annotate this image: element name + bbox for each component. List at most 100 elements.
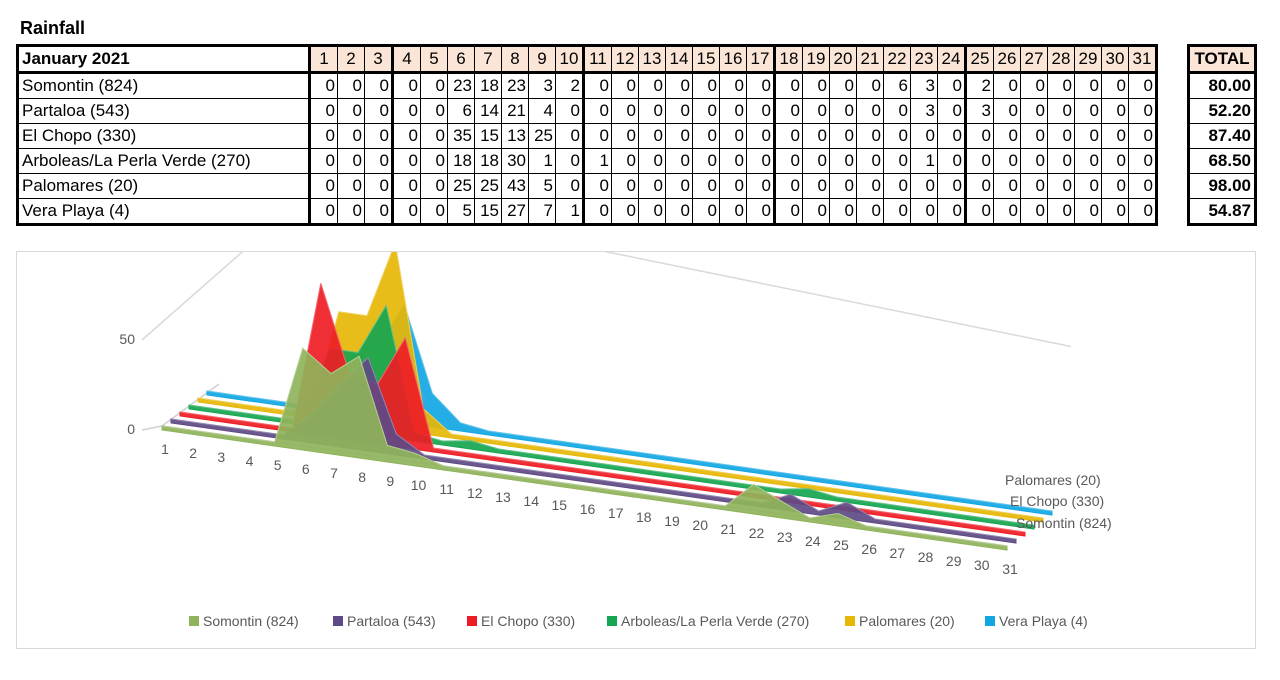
rain-cell: 0 [829, 148, 857, 174]
rain-cell: 0 [420, 173, 448, 199]
rain-cell: 0 [910, 173, 938, 199]
rain-cell: 0 [583, 72, 612, 99]
rain-cell: 0 [746, 123, 776, 149]
rain-cell: 0 [1020, 173, 1048, 199]
location-name: Vera Playa (4) [17, 198, 311, 225]
rain-cell: 0 [829, 98, 857, 124]
rain-cell: 0 [583, 123, 612, 149]
rain-cell: 0 [856, 148, 884, 174]
rain-cell: 0 [883, 148, 911, 174]
table-row: Partaloa (543) 0 0 0 0 0 6 14 21 4 0 0 0 0 0 0 0 0 0 0 0 0 0 3 0… [17, 98, 1158, 124]
x-tick-label: 23 [777, 529, 793, 545]
rain-cell: 4 [528, 98, 556, 124]
legend-item: Somontin (824) [189, 613, 299, 629]
rain-cell: 0 [719, 72, 747, 99]
rain-cell: 0 [829, 123, 857, 149]
rain-cell: 0 [856, 173, 884, 199]
rain-cell: 18 [474, 148, 502, 174]
rain-cell: 3 [910, 98, 938, 124]
rain-cell: 0 [719, 123, 747, 149]
series-0 [161, 347, 1008, 551]
rain-cell: 27 [501, 198, 529, 225]
rain-cell: 0 [1020, 98, 1048, 124]
totals-table: TOTAL 80.00 52.20 87.40 68.50 98.00 54.87 [1187, 44, 1257, 226]
rain-cell: 0 [583, 173, 612, 199]
rain-cell: 0 [1128, 98, 1158, 124]
rain-cell: 0 [420, 198, 448, 225]
rain-cell: 0 [774, 148, 803, 174]
rain-cell: 0 [692, 198, 720, 225]
series-top-edge [161, 347, 1008, 547]
day-header: 12 [611, 45, 639, 74]
total-value: 68.50 [1188, 148, 1256, 174]
rain-cell: 0 [1020, 123, 1048, 149]
day-header: 27 [1020, 45, 1048, 74]
rain-cell: 3 [965, 98, 994, 124]
table-header-row: January 2021 1 2 3 4 5 6 7 8 9 10 11 12 13 14 15 16 17 18 1… [17, 45, 1158, 74]
rain-cell: 0 [993, 123, 1021, 149]
rain-cell: 0 [692, 123, 720, 149]
rain-cell: 0 [1074, 198, 1102, 225]
rain-cell: 0 [883, 123, 911, 149]
rain-cell: 0 [392, 198, 421, 225]
total-header-row: TOTAL [1188, 45, 1256, 74]
rain-cell: 0 [856, 123, 884, 149]
legend-swatch [845, 616, 855, 626]
rain-cell: 13 [501, 123, 529, 149]
rain-cell: 0 [337, 72, 365, 99]
rain-cell: 0 [910, 123, 938, 149]
rain-cell: 0 [638, 98, 666, 124]
legend-item: Partaloa (543) [333, 613, 436, 629]
rain-cell: 0 [965, 123, 994, 149]
rain-cell: 0 [802, 123, 830, 149]
rain-cell: 0 [910, 198, 938, 225]
rain-cell: 0 [746, 148, 776, 174]
rain-cell: 0 [746, 98, 776, 124]
day-header: 8 [501, 45, 529, 74]
x-tick-label: 18 [636, 509, 652, 525]
legend-swatch [607, 616, 617, 626]
day-header: 1 [309, 45, 338, 74]
day-header: 29 [1074, 45, 1102, 74]
rain-cell: 0 [692, 72, 720, 99]
x-tick-label: 27 [890, 545, 906, 561]
rain-cell: 21 [501, 98, 529, 124]
total-header: TOTAL [1188, 45, 1256, 74]
rain-cell: 0 [638, 198, 666, 225]
x-tick-label: 15 [552, 497, 568, 513]
rain-cell: 3 [528, 72, 556, 99]
table-row: Vera Playa (4) 0 0 0 0 0 5 15 27 7 1 0 0 0 0 0 0 0 0 0 0 0 0 0 0… [17, 198, 1158, 225]
rain-cell: 0 [802, 173, 830, 199]
rain-cell: 0 [1047, 148, 1075, 174]
x-tick-label: 14 [523, 493, 539, 509]
rain-cell: 0 [883, 98, 911, 124]
page-title: Rainfall [20, 18, 86, 38]
x-tick-label: 28 [918, 549, 934, 565]
rain-cell: 0 [1101, 148, 1129, 174]
day-header: 15 [692, 45, 720, 74]
x-tick-label: 19 [664, 513, 680, 529]
rain-cell: 18 [474, 72, 502, 99]
rain-cell: 0 [719, 98, 747, 124]
x-tick-label: 21 [721, 521, 737, 537]
legend-label: Palomares (20) [859, 613, 955, 629]
rain-cell: 0 [829, 198, 857, 225]
legend-item: Arboleas/La Perla Verde (270) [607, 613, 809, 629]
rain-cell: 0 [1074, 98, 1102, 124]
rain-cell: 0 [309, 123, 338, 149]
x-tick-label: 24 [805, 533, 821, 549]
series-top-edge [179, 283, 1026, 533]
rain-cell: 1 [583, 148, 612, 174]
day-header: 3 [364, 45, 394, 74]
x-tick-label: 2 [189, 445, 197, 461]
day-header: 28 [1047, 45, 1075, 74]
depth-axis-label: Palomares (20) [1005, 472, 1101, 488]
x-tick-label: 11 [439, 481, 454, 497]
day-header: 5 [420, 45, 448, 74]
day-header: 31 [1128, 45, 1158, 74]
total-value: 87.40 [1188, 123, 1256, 149]
rain-cell: 0 [1047, 98, 1075, 124]
rain-cell: 1 [910, 148, 938, 174]
rain-cell: 23 [501, 72, 529, 99]
